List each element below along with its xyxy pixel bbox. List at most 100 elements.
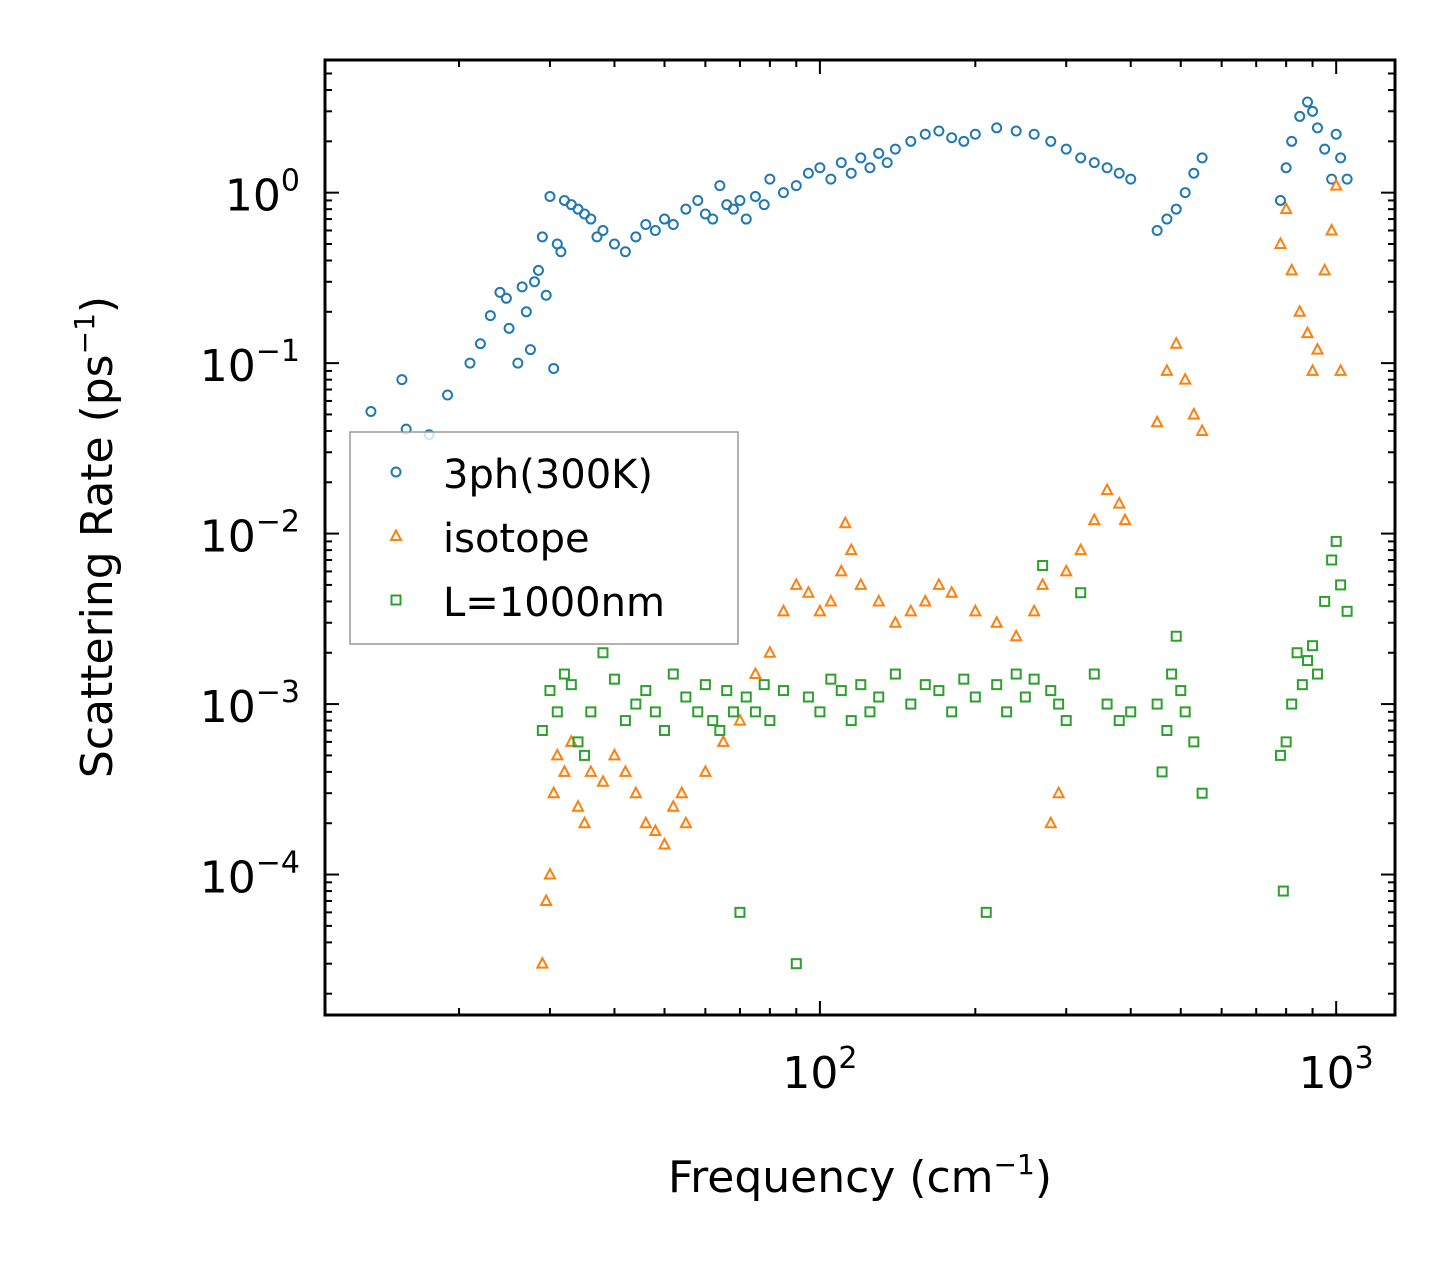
data-point (557, 764, 572, 777)
data-point (1175, 685, 1187, 697)
data-point (1125, 706, 1137, 718)
data-point (494, 286, 506, 298)
data-point (680, 691, 692, 703)
data-point (597, 647, 609, 659)
data-point (550, 747, 564, 761)
data-point (692, 706, 704, 718)
data-point (1045, 685, 1057, 697)
data-point (442, 389, 454, 401)
data-point (714, 724, 726, 736)
data-point (1285, 262, 1299, 276)
data-point (597, 224, 609, 236)
data-point (1341, 605, 1353, 617)
data-point (707, 213, 719, 225)
data-point (1178, 372, 1192, 385)
data-point (881, 157, 893, 169)
data-point (649, 224, 661, 236)
data-point (1010, 668, 1022, 680)
data-point (758, 199, 770, 211)
data-point (558, 668, 570, 680)
data-point (1291, 647, 1303, 659)
data-point (1196, 787, 1208, 799)
data-point (845, 167, 857, 179)
data-point (1170, 203, 1182, 215)
data-point (532, 264, 544, 276)
data-point (551, 706, 563, 718)
data-point (512, 357, 524, 369)
data-point (946, 706, 958, 718)
legend-marker (390, 594, 402, 606)
data-point (716, 734, 730, 747)
data-point (658, 213, 670, 225)
data-point (1310, 341, 1325, 355)
data-point (1302, 96, 1314, 108)
data-point (1300, 325, 1315, 339)
data-point (1286, 698, 1298, 710)
data-point (1053, 698, 1065, 710)
data-point (835, 157, 847, 169)
data-point (1333, 363, 1348, 376)
data-point (648, 823, 662, 837)
y-tick-label: 100 (225, 164, 300, 222)
data-point (1293, 304, 1307, 317)
data-point (540, 289, 552, 301)
legend-item: L=1000nm (390, 580, 665, 626)
data-point (565, 679, 577, 691)
data-point (933, 685, 945, 697)
data-point (503, 322, 515, 334)
data-point (1280, 736, 1292, 748)
y-tick-label: 10−1 (200, 334, 300, 392)
data-point (577, 815, 592, 829)
data-point (1010, 125, 1022, 137)
legend-item: isotope (389, 516, 590, 562)
data-point (740, 213, 752, 225)
data-point (1060, 715, 1072, 727)
data-point (749, 190, 761, 202)
data-point (1188, 167, 1200, 179)
data-point (579, 749, 591, 761)
data-point (864, 162, 876, 174)
data-point (825, 673, 837, 685)
data-point (585, 706, 597, 718)
data-point (734, 194, 746, 206)
data-point (1330, 535, 1342, 547)
data-point (889, 143, 901, 155)
data-point (1028, 673, 1040, 685)
data-point (1169, 336, 1183, 349)
data-point (813, 603, 827, 617)
data-point (835, 685, 847, 697)
data-point (1277, 885, 1289, 897)
data-point (619, 715, 631, 727)
data-point (904, 603, 918, 617)
data-point (740, 691, 752, 703)
data-point (873, 147, 885, 159)
data-point (692, 194, 704, 206)
data-point (845, 715, 857, 727)
data-point (640, 219, 652, 231)
y-axis-label: Scattering Rate (ps−1) (68, 296, 123, 778)
data-point (1001, 706, 1013, 718)
data-point (919, 128, 931, 140)
data-point (1151, 224, 1163, 236)
legend-marker (390, 466, 402, 478)
data-point (1101, 698, 1113, 710)
data-point (584, 764, 598, 777)
data-point (855, 152, 867, 164)
plot-frame (323, 58, 1397, 1017)
data-point (1273, 236, 1288, 249)
data-point (699, 679, 711, 691)
data-point (547, 785, 561, 799)
data-point (1156, 766, 1168, 778)
data-point (777, 685, 789, 697)
data-point (1179, 187, 1191, 199)
data-point (1307, 105, 1319, 117)
data-point (548, 362, 560, 374)
data-point (945, 585, 959, 598)
data-point (991, 122, 1003, 134)
data-point (1279, 201, 1293, 215)
data-point (932, 577, 946, 590)
data-point (1035, 577, 1050, 590)
y-tick-label: 10−2 (200, 505, 300, 563)
data-point (1280, 162, 1292, 174)
data-point (658, 724, 670, 736)
